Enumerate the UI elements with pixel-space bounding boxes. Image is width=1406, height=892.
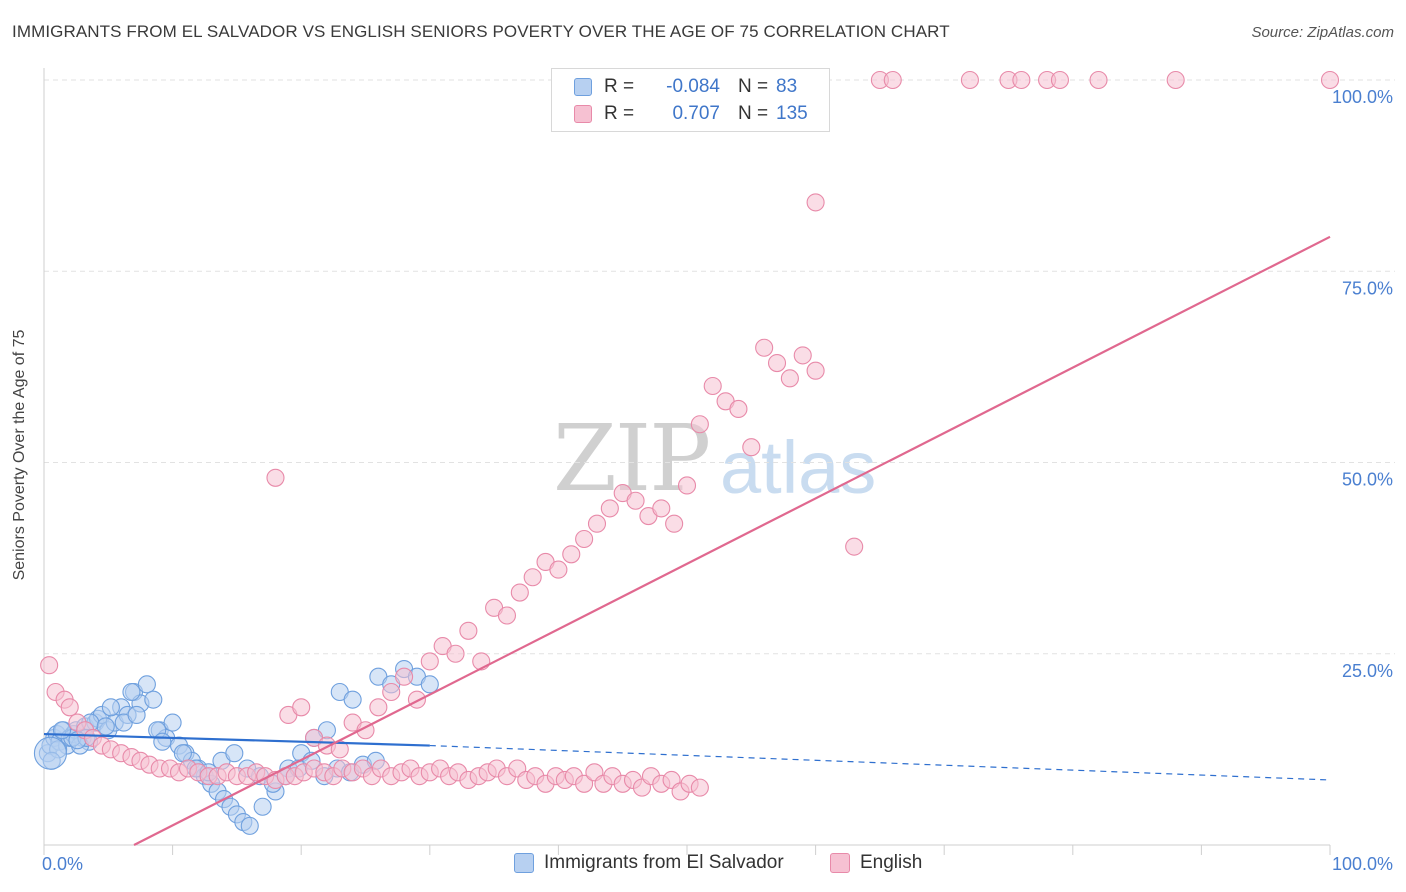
- trendline-salvador-extension: [429, 744, 1331, 781]
- point-english-124: [845, 537, 864, 556]
- r-value-english: 0.707: [672, 103, 720, 124]
- point-salvador-38: [240, 816, 259, 835]
- point-english-117: [1012, 70, 1031, 90]
- legend-item-english: English: [830, 852, 922, 874]
- n-label: N =: [738, 76, 769, 97]
- point-english-89: [510, 583, 529, 602]
- r-label: R =: [604, 103, 635, 124]
- y-tick-label-25: 25.0%: [1342, 661, 1393, 681]
- point-english-3: [60, 698, 79, 717]
- x-tick-label-100: 100.0%: [1332, 854, 1393, 874]
- point-english-102: [677, 476, 697, 495]
- n-value-salvador: 83: [776, 76, 798, 97]
- y-tick-label-75: 75.0%: [1342, 278, 1393, 298]
- point-english-92: [549, 560, 568, 579]
- point-salvador-51: [420, 675, 439, 694]
- chart-title: IMMIGRANTS FROM EL SALVADOR VS ENGLISH S…: [12, 22, 950, 41]
- point-salvador-46: [343, 690, 362, 709]
- point-english-112: [806, 361, 825, 380]
- point-english-120: [1089, 70, 1108, 90]
- point-english-109: [767, 353, 787, 373]
- n-label: N =: [738, 103, 769, 124]
- point-salvador-59: [127, 705, 146, 725]
- salvador-swatch: [574, 78, 592, 96]
- stats-legend-row-english: R = 0.707 N = 135: [574, 102, 808, 126]
- point-english-100: [652, 499, 671, 518]
- point-english-115: [960, 70, 979, 90]
- point-english-90: [523, 568, 542, 587]
- point-english-85: [459, 621, 478, 640]
- point-english-72: [292, 698, 311, 717]
- point-english-119: [1050, 70, 1069, 90]
- point-salvador-22: [137, 675, 156, 694]
- point-english-106: [729, 399, 748, 419]
- point-english-69: [690, 778, 709, 797]
- point-salvador-61: [153, 732, 172, 751]
- point-salvador-62: [173, 744, 192, 763]
- trendline-english: [133, 235, 1331, 846]
- point-english-57: [575, 774, 594, 793]
- series-legend: Immigrants from El Salvador English: [0, 852, 1406, 878]
- point-english-98: [626, 491, 645, 510]
- point-english-107: [742, 438, 761, 457]
- point-english-123: [806, 193, 825, 212]
- point-english-78: [369, 698, 388, 717]
- point-english-111: [793, 346, 812, 365]
- point-english-84: [446, 644, 465, 663]
- point-english-0: [40, 656, 59, 675]
- point-english-101: [665, 514, 684, 533]
- legend-label-english: English: [860, 852, 923, 873]
- y-tick-label-100: 100.0%: [1332, 87, 1393, 107]
- point-salvador-81: [52, 721, 72, 740]
- point-english-93: [562, 545, 581, 564]
- point-salvador-58: [122, 682, 141, 702]
- stats-legend-row-salvador: R = -0.084 N = 83: [574, 75, 797, 99]
- english-swatch: [574, 105, 592, 123]
- r-value-salvador: -0.084: [666, 76, 720, 97]
- point-english-96: [600, 499, 619, 518]
- point-english-122: [1320, 70, 1340, 90]
- y-tick-label-50: 50.0%: [1342, 470, 1393, 490]
- point-salvador-56: [101, 698, 120, 717]
- point-english-110: [780, 369, 799, 388]
- point-english-79: [382, 682, 401, 702]
- point-english-94: [575, 529, 594, 549]
- legend-swatch-salvador: [514, 853, 534, 873]
- point-salvador-large: [33, 736, 67, 770]
- trendline-salvador: [43, 732, 430, 747]
- x-tick-label-0: 0.0%: [42, 854, 83, 874]
- legend-label-salvador: Immigrants from El Salvador: [544, 852, 784, 873]
- point-salvador-23: [144, 690, 163, 709]
- point-english-95: [587, 514, 607, 533]
- point-salvador-39: [253, 797, 272, 816]
- chart-source: Source: ZipAtlas.com: [1251, 24, 1394, 41]
- stats-legend: R = -0.084 N = 83 R = 0.707 N = 135: [551, 68, 830, 132]
- n-value-english: 135: [776, 103, 808, 124]
- point-english-108: [755, 338, 774, 357]
- point-english-88: [497, 606, 517, 625]
- point-english-121: [1166, 70, 1185, 90]
- point-salvador-26: [163, 713, 182, 732]
- point-salvador-66: [225, 744, 244, 763]
- point-english-114: [883, 70, 902, 90]
- r-label: R =: [604, 76, 635, 97]
- legend-item-salvador: Immigrants from El Salvador: [514, 852, 784, 874]
- point-english-81: [407, 690, 426, 709]
- point-english-70: [266, 468, 285, 487]
- point-english-104: [703, 376, 722, 396]
- point-english-82: [420, 652, 439, 671]
- legend-swatch-english: [830, 853, 850, 873]
- point-english-103: [690, 415, 709, 434]
- point-english-80: [395, 667, 414, 686]
